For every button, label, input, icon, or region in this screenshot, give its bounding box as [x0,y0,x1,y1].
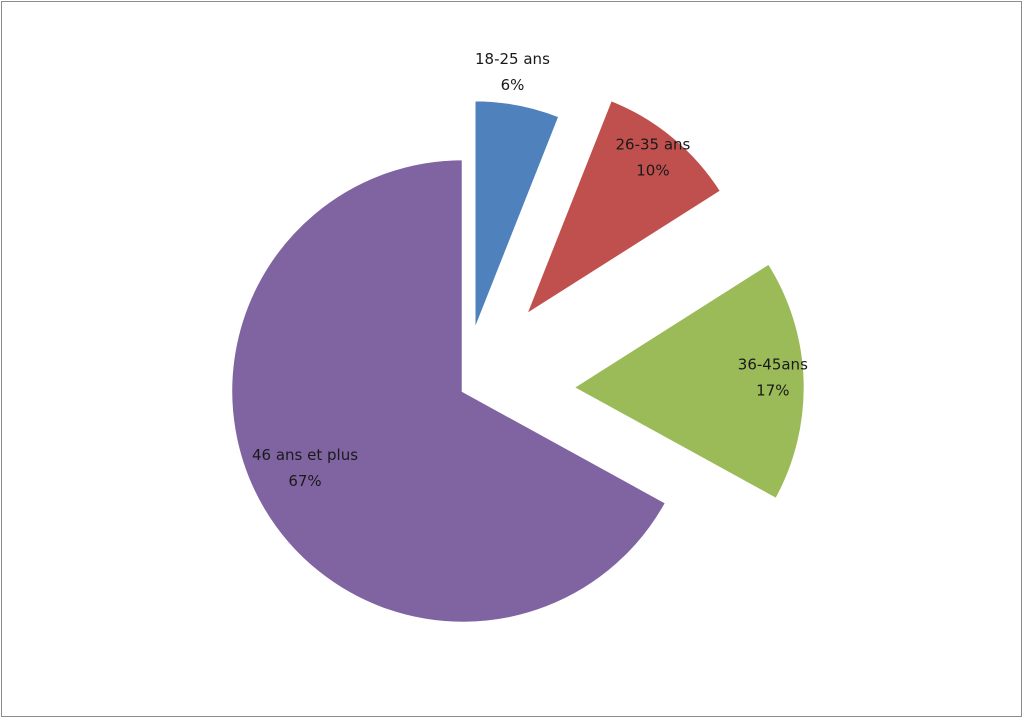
pie-slices [229,98,807,625]
slice-label-1: 18-25 ans [475,50,550,68]
pie-slice-4 [229,157,669,625]
slice-percent-3: 17% [756,381,789,399]
pie-labels: 18-25 ans 6% 26-35 ans 10% 36-45ans 17% 46 ans… [252,50,808,490]
slice-label-3: 36-45ans [738,355,808,373]
slice-percent-2: 10% [636,161,669,179]
pie-slice-2 [522,98,724,319]
slice-percent-4: 67% [288,472,321,490]
pie-slice-1 [472,98,562,333]
slice-label-2: 26-35 ans [616,135,691,153]
pie-slice-3 [570,261,807,502]
slice-label-4: 46 ans et plus [252,446,358,464]
slice-percent-1: 6% [501,76,525,94]
